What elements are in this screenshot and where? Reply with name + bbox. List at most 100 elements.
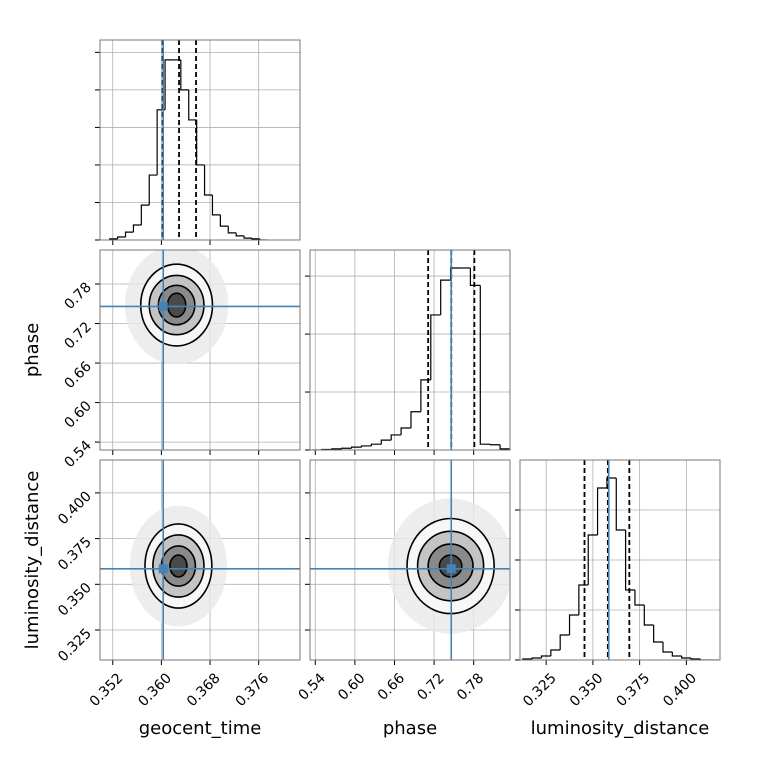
panel-frame <box>99 249 301 451</box>
y-tick-label: 0.72 <box>61 319 94 352</box>
histogram-step <box>440 279 451 315</box>
histogram-step <box>699 659 710 660</box>
panel-frame <box>309 459 511 661</box>
histogram-step <box>430 314 441 380</box>
histogram-step <box>227 226 237 234</box>
histogram-step <box>188 89 197 121</box>
x-tick-label: 0.60 <box>335 670 368 703</box>
histogram-step <box>132 224 142 233</box>
histogram-step <box>643 605 654 626</box>
x-axis-label: luminosity_distance <box>531 718 710 739</box>
histogram-step <box>420 379 431 412</box>
x-tick-label: 0.66 <box>375 670 408 703</box>
histogram-step <box>211 194 221 216</box>
y-axis-label: luminosity_distance <box>22 471 43 650</box>
histogram-step <box>370 443 382 446</box>
panel-frame <box>309 249 511 451</box>
histogram-step <box>219 214 229 227</box>
panel-frame <box>99 39 301 241</box>
x-tick-label: 0.375 <box>614 670 654 710</box>
x-tick-label: 0.360 <box>135 670 175 710</box>
histogram-step <box>469 267 481 286</box>
contour <box>166 292 187 318</box>
histogram-step <box>625 530 635 591</box>
panel <box>95 39 301 245</box>
x-tick-label: 0.376 <box>233 670 273 710</box>
histogram-step <box>499 444 510 450</box>
y-tick-label: 0.375 <box>55 534 95 574</box>
plot-area <box>522 460 720 660</box>
histogram-step <box>690 658 701 660</box>
histogram-step <box>559 634 570 650</box>
truth-marker <box>158 564 168 574</box>
histogram-step <box>662 642 673 653</box>
contour <box>169 554 188 578</box>
histogram-step <box>671 652 682 657</box>
histogram-step <box>550 649 561 656</box>
panel-frame <box>519 459 721 661</box>
histogram-step <box>180 59 189 91</box>
histogram-step <box>360 445 372 448</box>
panel <box>305 249 511 455</box>
histogram-step <box>243 235 252 239</box>
histogram-step <box>350 446 362 449</box>
histogram-step <box>341 447 352 449</box>
histogram-step <box>400 427 411 435</box>
histogram-step <box>578 584 589 615</box>
histogram-step <box>390 434 402 441</box>
y-tick-label: 0.54 <box>61 438 94 471</box>
histogram-step <box>568 614 579 635</box>
y-tick-label: 0.325 <box>55 626 95 666</box>
y-tick-label: 0.66 <box>61 358 94 391</box>
panel-frame <box>99 459 301 661</box>
histogram-step <box>596 487 607 535</box>
x-tick-label: 0.400 <box>660 670 700 710</box>
plot-area <box>310 460 510 660</box>
histogram-step <box>615 478 626 531</box>
histogram-step <box>634 590 645 606</box>
y-tick-label: 0.350 <box>55 580 95 620</box>
histogram-step <box>531 657 542 659</box>
x-tick-label: 0.352 <box>87 670 127 710</box>
histogram-step <box>140 204 150 225</box>
histogram-step <box>653 625 663 643</box>
x-tick-label: 0.72 <box>414 670 447 703</box>
histogram-step <box>479 285 491 445</box>
histogram-step <box>606 477 617 488</box>
x-axis-label: phase <box>383 718 437 739</box>
y-tick-label: 0.78 <box>61 280 94 313</box>
x-tick-label: 0.350 <box>567 670 607 710</box>
panel: 0.352 0.360 0.368 0.376 0.325 0.350 0.375 0.400… <box>22 459 301 739</box>
histogram-step <box>540 655 551 658</box>
truth-marker <box>446 564 456 574</box>
histogram-step <box>196 119 205 166</box>
y-tick-label: 0.60 <box>61 398 94 431</box>
histogram-step <box>117 236 126 239</box>
plot-area <box>100 250 300 450</box>
x-axis-label: geocent_time <box>139 718 262 739</box>
x-tick-label: 0.78 <box>454 670 487 703</box>
y-tick-label: 0.400 <box>55 488 95 528</box>
plot-area <box>311 250 510 450</box>
plot-area <box>109 40 268 240</box>
histogram-step <box>124 231 134 237</box>
panel: 0.325 0.350 0.375 0.400 luminosity_distance <box>515 459 721 739</box>
histogram-step <box>259 238 268 240</box>
x-tick-label: 0.325 <box>520 670 560 710</box>
histogram-step <box>489 444 501 446</box>
histogram-step <box>164 59 173 110</box>
truth-marker <box>158 301 168 311</box>
histogram-step <box>410 411 421 428</box>
histogram-step <box>380 439 392 445</box>
histogram-step <box>251 238 260 240</box>
histogram-step <box>587 534 598 585</box>
x-tick-label: 0.368 <box>184 670 224 710</box>
histogram-step <box>235 232 245 237</box>
histogram-step <box>156 109 166 176</box>
histogram-step <box>331 448 342 450</box>
histogram-step <box>148 174 158 206</box>
histogram-step <box>681 656 692 659</box>
